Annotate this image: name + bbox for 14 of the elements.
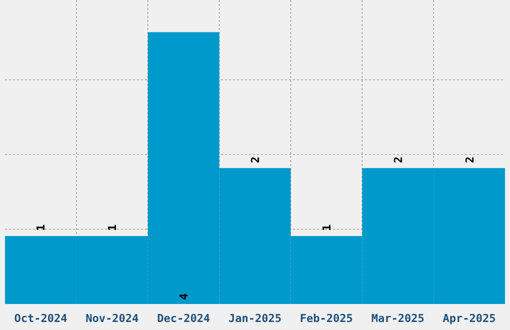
data-label: 1 xyxy=(106,224,120,232)
data-label: 4 xyxy=(178,293,191,300)
x-tick-label: Dec-2024 xyxy=(157,312,210,325)
data-label: 1 xyxy=(320,224,334,232)
data-label: 1 xyxy=(34,224,48,232)
x-tick-label: Nov-2024 xyxy=(86,312,140,325)
data-label: 2 xyxy=(392,156,405,164)
x-tick-label: Oct-2024 xyxy=(14,312,68,325)
data-label: 2 xyxy=(249,156,262,164)
x-tick-label: Feb-2025 xyxy=(300,312,353,325)
x-tick-label: Jan-2025 xyxy=(228,312,282,325)
data-label: 2 xyxy=(463,156,476,164)
x-tick-label: Apr-2025 xyxy=(442,312,496,325)
x-tick-label: Mar-2025 xyxy=(371,312,424,325)
